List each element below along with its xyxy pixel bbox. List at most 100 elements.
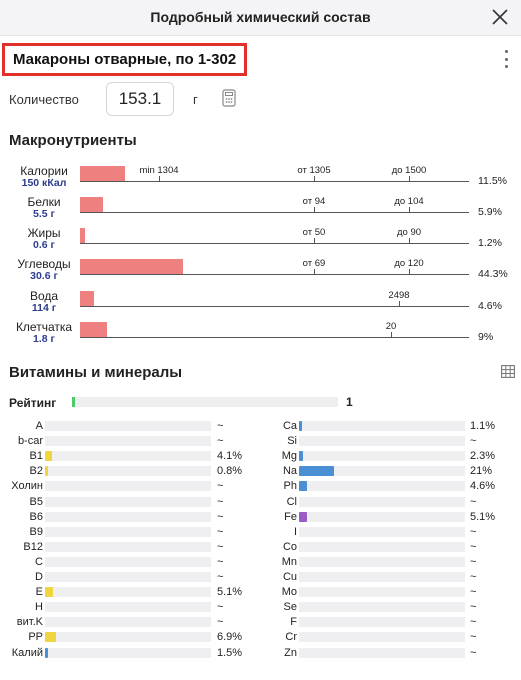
macro-axis bbox=[80, 181, 469, 182]
nutrient-name: Na bbox=[282, 465, 297, 478]
nutrient-bar bbox=[45, 451, 211, 462]
nutrient-name: b-car bbox=[17, 435, 43, 448]
nutrient-row: B9 ~ bbox=[0, 525, 521, 540]
nutrient-bar bbox=[45, 466, 211, 477]
macro-percent: 44.3% bbox=[478, 268, 508, 280]
macro-name: Клетчатка bbox=[15, 320, 73, 334]
quantity-input[interactable] bbox=[106, 82, 174, 116]
nutrient-row: B2 0.8% bbox=[0, 464, 521, 479]
nutrient-row: Калий 1.5% bbox=[0, 646, 521, 661]
macro-range-label: 2498 bbox=[388, 290, 410, 301]
nutrient-value: ~ bbox=[470, 616, 477, 629]
nutrient-value: ~ bbox=[217, 525, 224, 538]
macro-tick bbox=[391, 332, 392, 338]
macro-tick bbox=[409, 207, 410, 213]
nutrient-row: I ~ bbox=[0, 525, 521, 540]
nutrient-bar bbox=[299, 526, 465, 537]
nutrient-value: ~ bbox=[217, 571, 224, 583]
nutrient-name: B2 bbox=[29, 465, 43, 478]
calculator-button[interactable] bbox=[222, 89, 236, 107]
nutrient-name: D bbox=[35, 571, 43, 583]
macro-range-label: до 104 bbox=[394, 196, 424, 207]
quantity-unit: г bbox=[193, 92, 198, 107]
macro-amount: 5.5 г bbox=[33, 208, 55, 220]
macro-row: Калории 150 кКал min 1304 от 1305 до 1500 11.… bbox=[0, 165, 521, 193]
macro-name: Белки bbox=[27, 195, 61, 209]
macro-range-label: до 90 bbox=[396, 227, 422, 238]
dialog-title: Подробный химический состав bbox=[150, 9, 371, 25]
macro-amount: 1.8 г bbox=[33, 333, 55, 345]
nutrient-name: A bbox=[35, 420, 43, 432]
nutrient-name: Cr bbox=[285, 631, 297, 644]
macro-row: Белки 5.5 г от 94 до 104 5.9% bbox=[0, 196, 521, 224]
nutrient-name: I bbox=[293, 525, 297, 538]
nutrient-value: 0.8% bbox=[217, 465, 243, 478]
nutrient-bar bbox=[299, 647, 465, 658]
nutrient-row: A ~ bbox=[0, 419, 521, 434]
nutrient-bar-fill bbox=[45, 451, 52, 462]
nutrient-name: Mn bbox=[281, 555, 297, 568]
nutrient-row: Zn ~ bbox=[0, 646, 521, 661]
nutrient-name: Ph bbox=[283, 480, 297, 493]
nutrient-bar bbox=[299, 602, 465, 613]
nutrient-bar bbox=[299, 541, 465, 552]
macro-tick bbox=[409, 176, 410, 182]
nutrient-name: Калий bbox=[11, 646, 43, 659]
nutrient-name: B12 bbox=[23, 540, 43, 553]
macro-range-label: до 1500 bbox=[391, 165, 427, 176]
nutrient-row: D ~ bbox=[0, 570, 521, 585]
nutrient-row: Na 21% bbox=[0, 464, 521, 479]
nutrient-bar bbox=[45, 572, 211, 582]
nutrient-name: Mg bbox=[281, 450, 297, 463]
close-button[interactable] bbox=[487, 4, 513, 30]
nutrient-bar-fill bbox=[45, 632, 56, 643]
nutrient-name: PP bbox=[28, 631, 43, 644]
macro-name: Калории bbox=[20, 164, 68, 178]
nutrient-name: Mo bbox=[281, 586, 297, 599]
macro-row: Углеводы 30.6 г от 69 до 120 44.3% bbox=[0, 258, 521, 286]
nutrient-row: F ~ bbox=[0, 615, 521, 630]
close-icon bbox=[492, 9, 508, 25]
nutrient-row: PP 6.9% bbox=[0, 630, 521, 645]
nutrient-value: ~ bbox=[217, 601, 224, 614]
nutrient-value: 4.6% bbox=[470, 480, 496, 493]
nutrient-bar-fill bbox=[299, 466, 334, 477]
nutrient-bar-fill bbox=[45, 647, 48, 658]
nutrient-row: B5 ~ bbox=[0, 495, 521, 510]
nutrient-name: Si bbox=[287, 435, 297, 448]
macro-amount: 114 г bbox=[31, 302, 57, 314]
more-dot-icon bbox=[504, 57, 508, 61]
nutrient-row: вит.K ~ bbox=[0, 615, 521, 630]
nutrient-row: Холин ~ bbox=[0, 479, 521, 494]
nutrient-bar bbox=[45, 632, 211, 643]
macro-amount: 30.6 г bbox=[30, 270, 58, 282]
nutrient-bar-fill bbox=[299, 511, 307, 522]
macro-row: Вода 114 г 2498 4.6% bbox=[0, 290, 521, 318]
nutrient-row: Ca 1.1% bbox=[0, 419, 521, 434]
nutrient-value: ~ bbox=[217, 555, 224, 568]
macro-range-label: от 50 bbox=[302, 227, 326, 238]
nutrient-row: Si ~ bbox=[0, 434, 521, 449]
nutrient-row: Cl ~ bbox=[0, 495, 521, 510]
nutrient-bar bbox=[45, 587, 211, 598]
nutrient-bar bbox=[299, 511, 465, 522]
table-icon bbox=[501, 365, 515, 378]
macro-name: Углеводы bbox=[17, 257, 71, 271]
macro-name: Вода bbox=[29, 289, 59, 303]
macro-axis bbox=[80, 306, 469, 307]
rating-bar-fill bbox=[72, 397, 75, 407]
nutrient-name: E bbox=[35, 586, 43, 599]
nutrient-name: F bbox=[290, 616, 297, 629]
more-options-button[interactable] bbox=[499, 50, 513, 68]
macro-range-label: min 1304 bbox=[139, 165, 179, 176]
nutrient-bar-fill bbox=[299, 451, 303, 462]
nutrient-bar bbox=[299, 466, 465, 477]
macro-range-label: 20 bbox=[385, 321, 397, 332]
nutrient-value: ~ bbox=[470, 571, 477, 583]
nutrient-value: 5.1% bbox=[470, 510, 496, 523]
table-view-button[interactable] bbox=[501, 365, 515, 378]
nutrient-row: H ~ bbox=[0, 600, 521, 615]
macro-tick bbox=[314, 207, 315, 213]
nutrient-row: Cu ~ bbox=[0, 570, 521, 585]
calculator-icon bbox=[222, 89, 236, 107]
